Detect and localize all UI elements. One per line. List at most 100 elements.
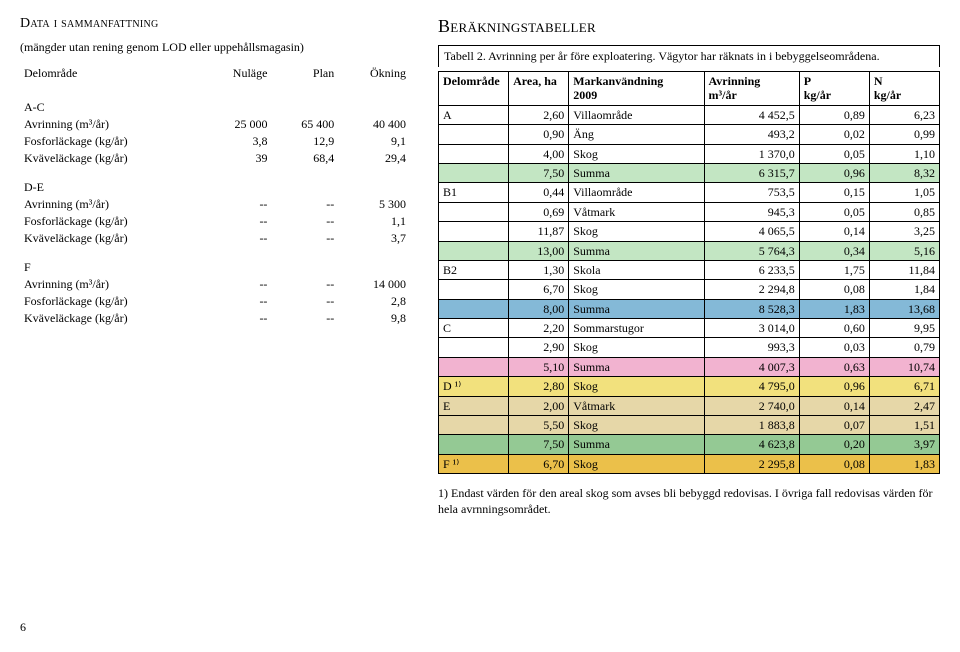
group-label-cell: F [20, 259, 410, 276]
table-cell: 5,50 [509, 416, 569, 435]
table-cell: 2 740,0 [704, 396, 799, 415]
th-p: Pkg/år [799, 72, 869, 106]
calc-table: Delområde Area, ha Markanvändning2009 Av… [438, 71, 940, 474]
table-cell: D ¹⁾ [439, 377, 509, 396]
table-cell [439, 163, 509, 182]
summary-cell: -- [271, 196, 338, 213]
table-cell: Skog [569, 144, 704, 163]
summary-subnote: (mängder utan rening genom LOD eller upp… [20, 40, 410, 55]
th-markanv: Markanvändning2009 [569, 72, 704, 106]
table-cell: 0,44 [509, 183, 569, 202]
table-cell: 0,14 [799, 396, 869, 415]
th-area: Area, ha [509, 72, 569, 106]
table-cell: 0,34 [799, 241, 869, 260]
table-cell: 2,47 [869, 396, 939, 415]
table-cell: Summa [569, 435, 704, 454]
table-cell: A [439, 105, 509, 124]
summary-group-label: F [20, 259, 410, 276]
table-cell: Våtmark [569, 396, 704, 415]
th-delomrade: Delområde [439, 72, 509, 106]
table-cell: 753,5 [704, 183, 799, 202]
table-row: B10,44Villaområde753,50,151,05 [439, 183, 940, 202]
summary-cell: 3,7 [338, 230, 410, 247]
summary-cell: -- [202, 276, 272, 293]
summary-cell: -- [202, 293, 272, 310]
table-cell: E [439, 396, 509, 415]
table-cell: Våtmark [569, 202, 704, 221]
summary-cell: Fosforläckage (kg/år) [20, 213, 202, 230]
table-cell: 3,25 [869, 222, 939, 241]
summary-row: Fosforläckage (kg/år)----2,8 [20, 293, 410, 310]
table-cell: 5,16 [869, 241, 939, 260]
table-cell: 0,14 [799, 222, 869, 241]
summary-cell: 2,8 [338, 293, 410, 310]
table-cell: 0,05 [799, 202, 869, 221]
group-label-cell: A-C [20, 99, 410, 116]
table-cell: Sommarstugor [569, 319, 704, 338]
table-row: 4,00Skog1 370,00,051,10 [439, 144, 940, 163]
summary-row: Kväveläckage (kg/år)----3,7 [20, 230, 410, 247]
summary-cell: 25 000 [202, 116, 272, 133]
table-cell: B2 [439, 260, 509, 279]
table-row: 13,00Summa5 764,30,345,16 [439, 241, 940, 260]
th-n: Nkg/år [869, 72, 939, 106]
table-cell: 1,84 [869, 280, 939, 299]
summary-row: Avrinning (m³/år)----5 300 [20, 196, 410, 213]
summary-row: Kväveläckage (kg/år)----9,8 [20, 310, 410, 327]
table-cell: 4,00 [509, 144, 569, 163]
summary-cell: Kväveläckage (kg/år) [20, 310, 202, 327]
table-cell: 0,99 [869, 125, 939, 144]
table-row: C2,20Sommarstugor3 014,00,609,95 [439, 319, 940, 338]
summary-cell: 5 300 [338, 196, 410, 213]
table-cell: 13,68 [869, 299, 939, 318]
summary-cell: 39 [202, 150, 272, 167]
table-cell: 2,60 [509, 105, 569, 124]
table-cell: 6,23 [869, 105, 939, 124]
table-row: 7,50Summa6 315,70,968,32 [439, 163, 940, 182]
summary-header-cell: Ökning [338, 65, 410, 87]
table-cell: 1 883,8 [704, 416, 799, 435]
table-cell: 0,96 [799, 163, 869, 182]
group-label-cell: D-E [20, 179, 410, 196]
summary-cell: 29,4 [338, 150, 410, 167]
table-cell: Äng [569, 125, 704, 144]
calc-caption-and-table: Tabell 2. Avrinning per år före exploate… [438, 45, 940, 474]
table-cell: 1,83 [799, 299, 869, 318]
table-cell [439, 241, 509, 260]
summary-cell: -- [202, 310, 272, 327]
summary-cell: 3,8 [202, 133, 272, 150]
table-cell: 0,69 [509, 202, 569, 221]
table-cell: Skog [569, 454, 704, 473]
table-cell: 0,90 [509, 125, 569, 144]
table-cell: 5,10 [509, 357, 569, 376]
table-cell: 8 528,3 [704, 299, 799, 318]
table-cell: 0,96 [799, 377, 869, 396]
summary-cell: 1,1 [338, 213, 410, 230]
table-row: 6,70Skog2 294,80,081,84 [439, 280, 940, 299]
table-cell: 6,71 [869, 377, 939, 396]
table-cell: 0,85 [869, 202, 939, 221]
summary-cell: 68,4 [271, 150, 338, 167]
summary-cell: Kväveläckage (kg/år) [20, 230, 202, 247]
table-cell: 0,08 [799, 454, 869, 473]
footnote: 1) Endast värden för den areal skog som … [438, 486, 940, 517]
table-cell: 7,50 [509, 435, 569, 454]
table-cell [439, 435, 509, 454]
table-cell: 4 452,5 [704, 105, 799, 124]
summary-title: Data i sammanfattning [20, 16, 410, 32]
summary-cell: Avrinning (m³/år) [20, 196, 202, 213]
table-row: A2,60Villaområde4 452,50,896,23 [439, 105, 940, 124]
right-column: Beräkningstabeller Tabell 2. Avrinning p… [438, 16, 940, 517]
table-cell: 2,20 [509, 319, 569, 338]
table-cell: 1,30 [509, 260, 569, 279]
table-cell [439, 222, 509, 241]
table-cell [439, 416, 509, 435]
table-cell: 993,3 [704, 338, 799, 357]
summary-row: Avrinning (m³/år)----14 000 [20, 276, 410, 293]
table-cell: 1,83 [869, 454, 939, 473]
table-cell [439, 338, 509, 357]
table-cell [439, 125, 509, 144]
table-cell: 10,74 [869, 357, 939, 376]
table-cell: Skog [569, 377, 704, 396]
table-cell: 1,75 [799, 260, 869, 279]
